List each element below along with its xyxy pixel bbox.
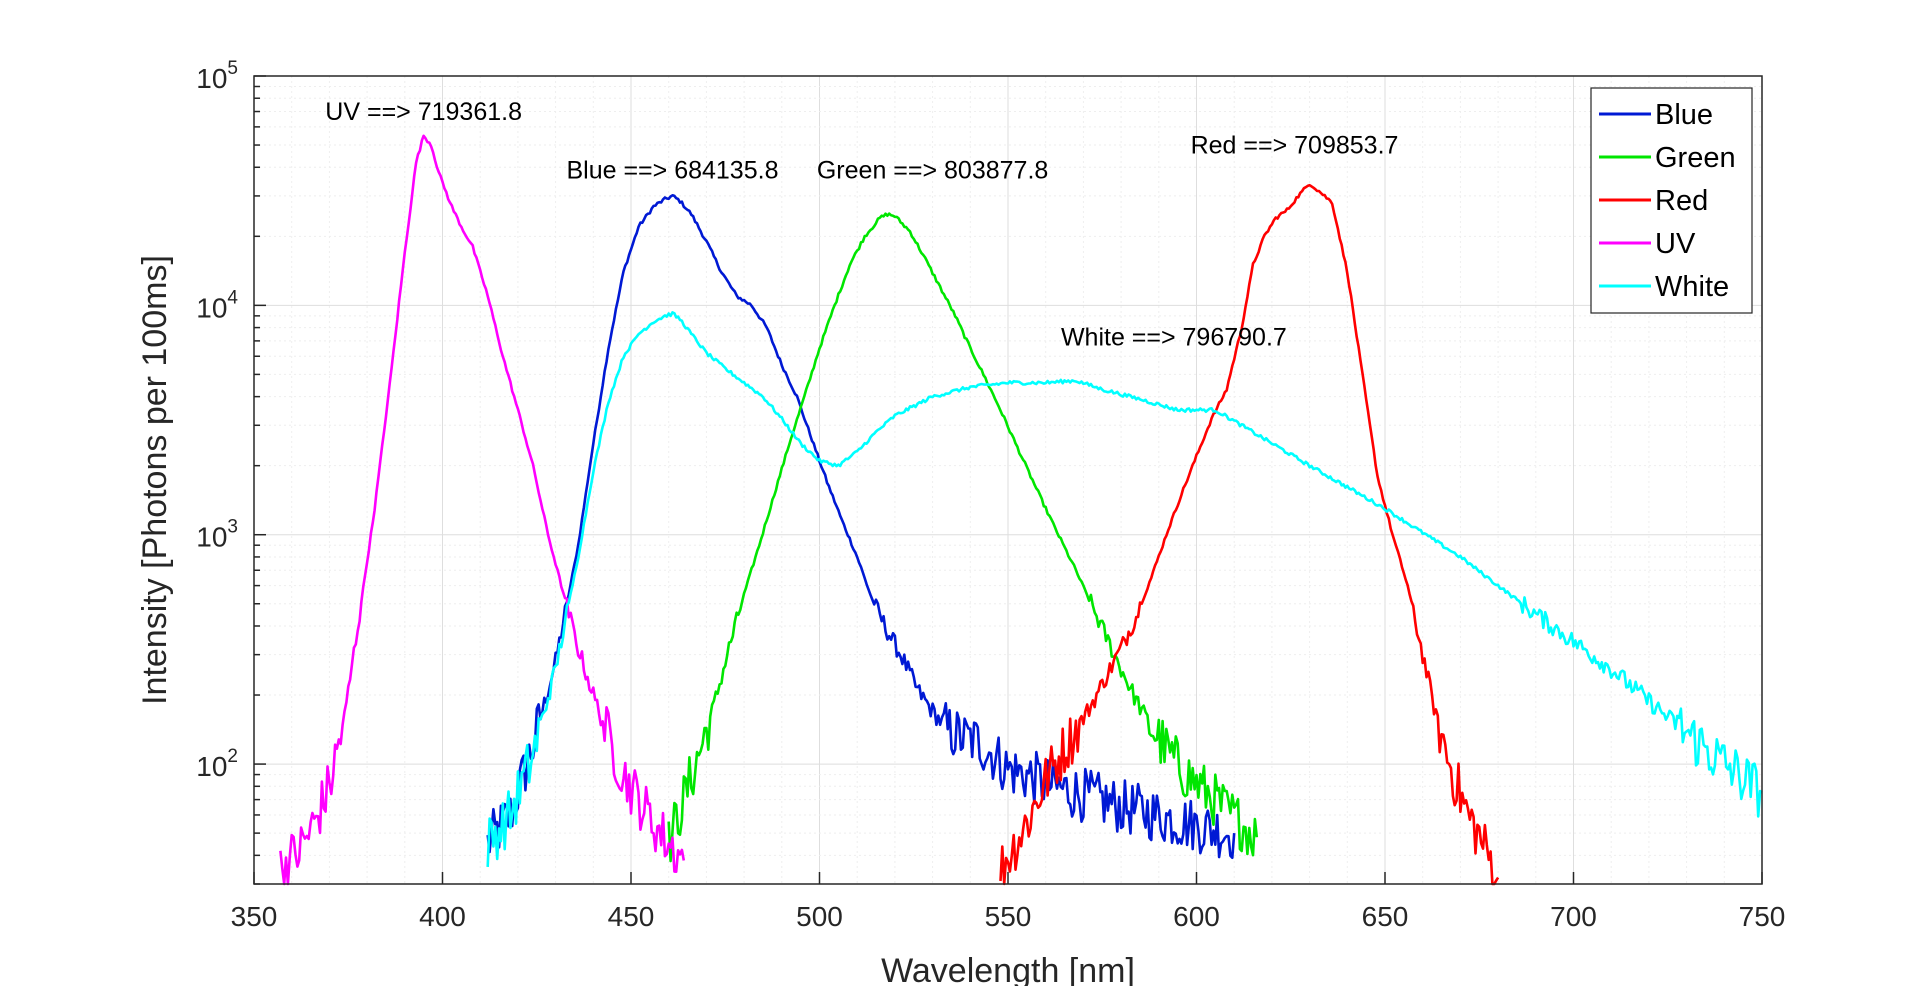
axis-ticks: 350 400 450 500 550 600 650 700 750 102 103 104 105 bbox=[196, 58, 1785, 932]
y-tick-label: 105 bbox=[196, 58, 238, 94]
legend: Blue Green Red UV White bbox=[1590, 87, 1753, 314]
x-tick-label: 450 bbox=[608, 901, 655, 932]
grid-lines bbox=[254, 76, 1762, 884]
y-tick-label: 104 bbox=[196, 287, 238, 323]
y-tick-label: 102 bbox=[196, 746, 238, 782]
legend-label-blue: Blue bbox=[1655, 99, 1713, 131]
legend-label-white: White bbox=[1655, 271, 1729, 303]
series-line-blue bbox=[486, 194, 1236, 860]
legend-label-red: Red bbox=[1655, 185, 1708, 217]
x-tick-label: 650 bbox=[1362, 901, 1409, 932]
peak-annotation: UV ==> 719361.8 bbox=[325, 98, 522, 126]
x-tick-label: 700 bbox=[1550, 901, 1597, 932]
legend-label-green: Green bbox=[1655, 142, 1736, 174]
series-line-red bbox=[999, 183, 1500, 886]
x-tick-label: 550 bbox=[985, 901, 1032, 932]
y-tick-label: 103 bbox=[196, 517, 238, 553]
series-line-uv bbox=[279, 134, 686, 886]
x-tick-label: 500 bbox=[796, 901, 843, 932]
peak-annotation: White ==> 796790.7 bbox=[1061, 324, 1287, 352]
x-tick-label: 400 bbox=[419, 901, 466, 932]
series-layer bbox=[279, 134, 1763, 886]
y-axis-label: Intensity [Photons per 100ms] bbox=[136, 255, 174, 705]
x-tick-label: 600 bbox=[1173, 901, 1220, 932]
x-tick-label: 750 bbox=[1739, 901, 1786, 932]
peak-annotations: UV ==> 719361.8 Blue ==> 684135.8 Green ==… bbox=[325, 98, 1398, 352]
x-tick-label: 350 bbox=[231, 901, 278, 932]
legend-label-uv: UV bbox=[1655, 228, 1696, 260]
peak-annotation: Green ==> 803877.8 bbox=[817, 157, 1048, 185]
series-line-green bbox=[667, 212, 1259, 863]
peak-annotation: Red ==> 709853.7 bbox=[1191, 131, 1399, 159]
x-axis-label: Wavelength [nm] bbox=[881, 952, 1135, 986]
peak-annotation: Blue ==> 684135.8 bbox=[566, 157, 778, 185]
series-line-white bbox=[486, 311, 1763, 867]
